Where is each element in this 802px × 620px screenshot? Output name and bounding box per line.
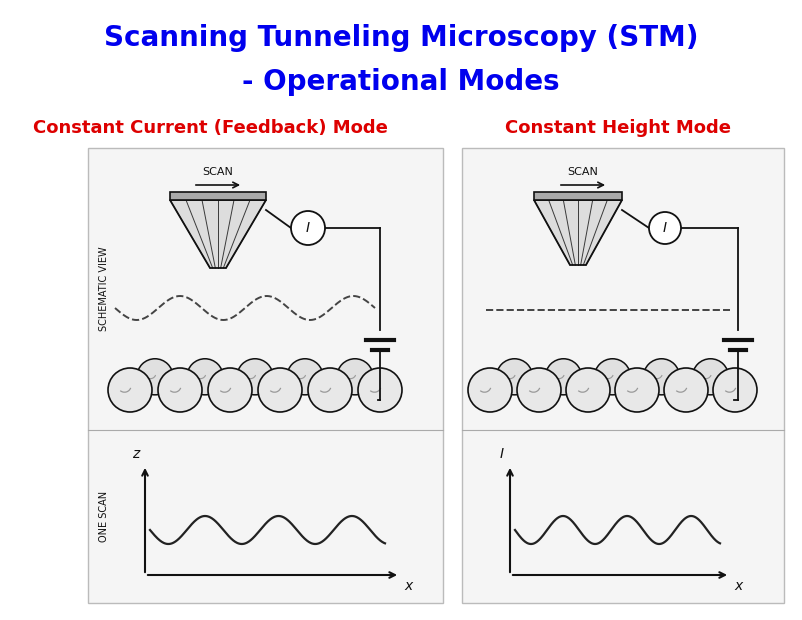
Circle shape — [291, 211, 325, 245]
Text: Scanning Tunneling Microscopy (STM): Scanning Tunneling Microscopy (STM) — [103, 24, 699, 52]
Text: Constant Height Mode: Constant Height Mode — [505, 119, 731, 137]
Circle shape — [468, 368, 512, 412]
FancyBboxPatch shape — [534, 192, 622, 200]
Circle shape — [358, 368, 402, 412]
Polygon shape — [534, 200, 622, 265]
FancyBboxPatch shape — [88, 148, 443, 603]
Text: SCAN: SCAN — [203, 167, 233, 177]
Circle shape — [337, 359, 373, 395]
Text: x: x — [404, 579, 412, 593]
Text: x: x — [734, 579, 742, 593]
Circle shape — [615, 368, 659, 412]
Circle shape — [287, 359, 323, 395]
Text: I: I — [500, 447, 504, 461]
Polygon shape — [170, 200, 266, 268]
Text: z: z — [132, 447, 139, 461]
Circle shape — [108, 368, 152, 412]
Circle shape — [137, 359, 173, 395]
Text: SCHEMATIC VIEW: SCHEMATIC VIEW — [471, 247, 481, 331]
Circle shape — [545, 359, 581, 395]
Circle shape — [566, 368, 610, 412]
Circle shape — [643, 359, 679, 395]
Text: - Operational Modes: - Operational Modes — [242, 68, 560, 96]
Text: I: I — [663, 221, 667, 235]
Circle shape — [308, 368, 352, 412]
Text: ONE SCAN: ONE SCAN — [471, 491, 481, 542]
Circle shape — [258, 368, 302, 412]
Text: ONE SCAN: ONE SCAN — [99, 491, 109, 542]
FancyBboxPatch shape — [170, 192, 266, 200]
Circle shape — [649, 212, 681, 244]
Circle shape — [237, 359, 273, 395]
Circle shape — [187, 359, 223, 395]
Text: SCHEMATIC VIEW: SCHEMATIC VIEW — [99, 247, 109, 331]
Circle shape — [158, 368, 202, 412]
Circle shape — [208, 368, 252, 412]
Circle shape — [594, 359, 630, 395]
Text: I: I — [306, 221, 310, 235]
Circle shape — [664, 368, 708, 412]
Circle shape — [692, 359, 728, 395]
Circle shape — [517, 368, 561, 412]
Text: SCAN: SCAN — [568, 167, 598, 177]
Circle shape — [496, 359, 533, 395]
Text: Constant Current (Feedback) Mode: Constant Current (Feedback) Mode — [33, 119, 387, 137]
Circle shape — [713, 368, 757, 412]
FancyBboxPatch shape — [462, 148, 784, 603]
